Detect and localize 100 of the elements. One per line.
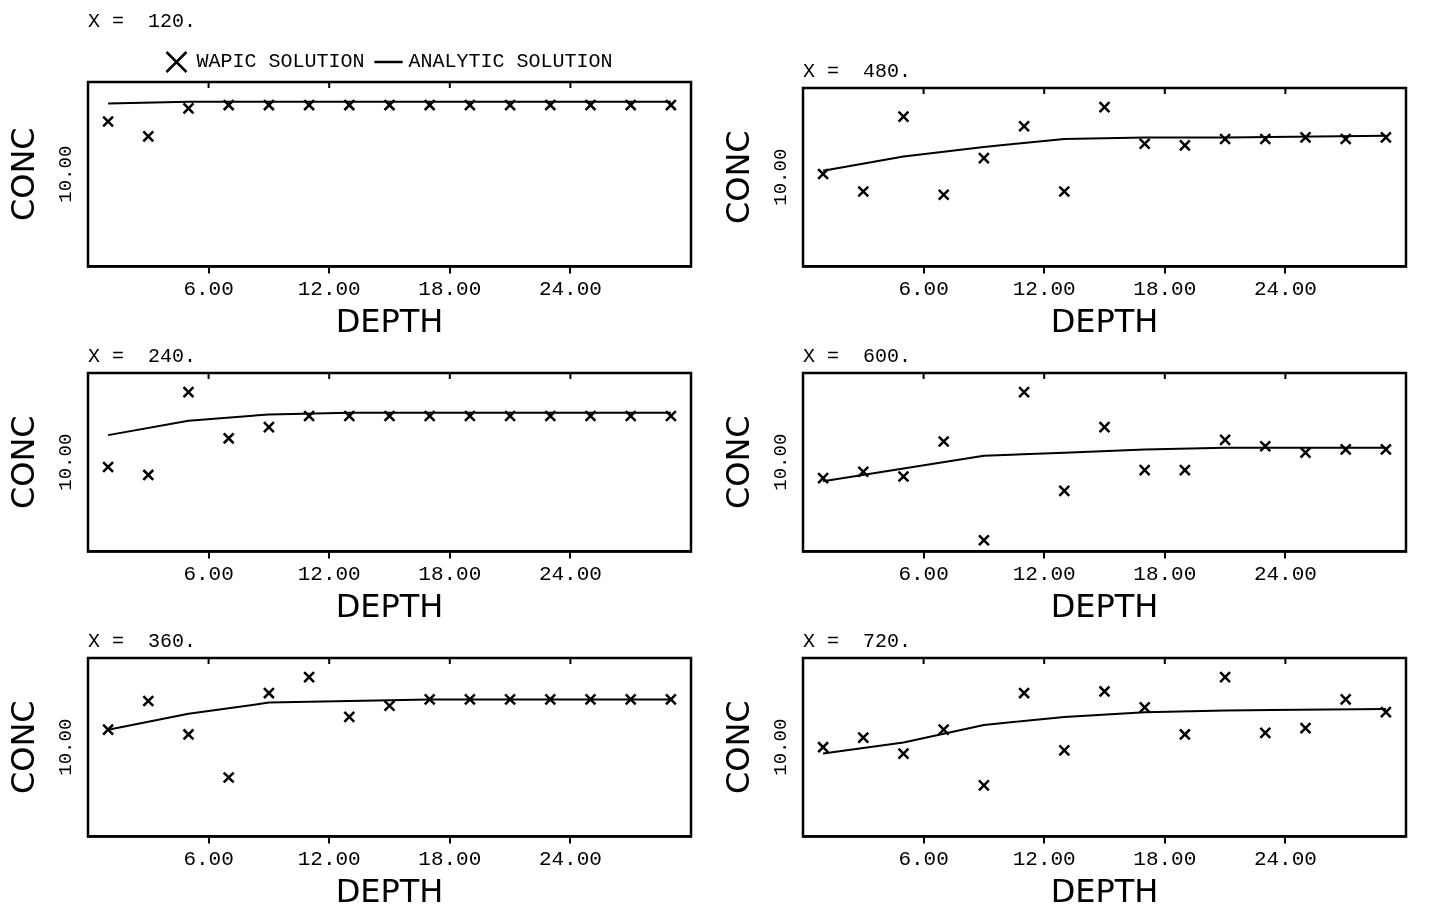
x-tick-label: 12.00 [1012, 562, 1076, 586]
point [423, 409, 436, 423]
x-axis-title: DEPTH [1050, 302, 1159, 341]
chart-title: X = 720. [803, 630, 912, 654]
x-tick-label: 12.00 [297, 277, 361, 301]
text: 10.00 [770, 433, 793, 491]
x-axis-title: DEPTH [335, 302, 444, 341]
x-axis-title: DEPTH [1050, 587, 1159, 626]
point [937, 188, 950, 201]
point [222, 771, 235, 784]
point [1017, 120, 1031, 133]
point [1178, 728, 1192, 741]
point [1218, 132, 1232, 146]
point [463, 409, 477, 423]
point [584, 409, 597, 423]
point [1178, 139, 1192, 152]
legend-label: WAPIC SOLUTION [196, 50, 365, 74]
y-axis-title: CONC [4, 127, 43, 222]
point [1299, 721, 1312, 735]
y-axis-title: CONC [719, 415, 758, 510]
chart-title: X = 240. [88, 345, 197, 369]
point [1339, 693, 1352, 706]
point [1098, 100, 1111, 114]
point [544, 98, 557, 112]
point [503, 409, 517, 423]
point [1098, 420, 1111, 434]
point [463, 98, 477, 112]
point [262, 686, 276, 700]
point [977, 534, 991, 547]
x-tick-label: 12.00 [1012, 847, 1076, 871]
x-tick-label: 12.00 [297, 847, 361, 871]
point [1178, 463, 1192, 477]
point [262, 420, 276, 434]
point [664, 693, 678, 706]
legend-label: ANALYTIC SOLUTION [408, 50, 613, 74]
text: 10.00 [770, 718, 793, 776]
point [423, 693, 436, 706]
point [857, 731, 870, 744]
chart-title: X = 120. [88, 10, 197, 34]
point [343, 98, 356, 112]
x-tick-label: 6.00 [183, 847, 234, 871]
x-tick-label: 6.00 [898, 847, 949, 871]
text: 10.00 [55, 718, 78, 776]
point [584, 98, 597, 112]
point [101, 460, 115, 474]
x-tick-label: 18.00 [1133, 562, 1197, 586]
chart-title: X = 360. [88, 630, 197, 654]
x-tick-label: 18.00 [418, 562, 482, 586]
point [664, 98, 678, 112]
point [383, 409, 396, 423]
point [816, 167, 830, 181]
point [142, 468, 155, 482]
x-tick-label: 18.00 [1133, 277, 1197, 301]
point [1218, 670, 1232, 684]
point [1299, 131, 1312, 144]
chart-title: X = 600. [803, 345, 912, 369]
point [302, 409, 316, 423]
point [664, 409, 678, 423]
point [1017, 385, 1031, 399]
point [262, 98, 276, 112]
y-axis-title: CONC [4, 415, 43, 510]
x-tick-label: 24.00 [538, 277, 602, 301]
point [1058, 484, 1071, 498]
point [463, 693, 477, 706]
x-tick-label: 12.00 [1012, 277, 1076, 301]
text: 10.00 [55, 433, 78, 491]
x-tick-label: 24.00 [538, 847, 602, 871]
point [857, 185, 870, 198]
point [383, 98, 396, 112]
point [1259, 132, 1272, 146]
point [544, 693, 557, 706]
point [584, 693, 597, 706]
point [937, 435, 950, 448]
x-axis-title: DEPTH [335, 587, 444, 626]
point [1138, 137, 1151, 150]
point [624, 409, 637, 423]
point [857, 465, 870, 478]
point [182, 102, 195, 115]
x-tick-label: 18.00 [1133, 847, 1197, 871]
point [897, 470, 910, 483]
point [1138, 463, 1151, 477]
point [343, 710, 356, 724]
point [182, 385, 195, 399]
point [423, 98, 436, 112]
point [101, 115, 115, 128]
point [937, 723, 950, 736]
point [977, 779, 991, 792]
point [1017, 686, 1031, 700]
point [624, 98, 637, 112]
point [182, 728, 195, 741]
point [142, 694, 155, 708]
point [101, 723, 115, 736]
point [1339, 443, 1352, 456]
point [142, 130, 155, 143]
x-tick-label: 12.00 [297, 562, 361, 586]
point [977, 151, 991, 165]
point [1058, 744, 1071, 757]
point [302, 98, 316, 112]
point [1098, 685, 1111, 698]
point [897, 747, 910, 760]
